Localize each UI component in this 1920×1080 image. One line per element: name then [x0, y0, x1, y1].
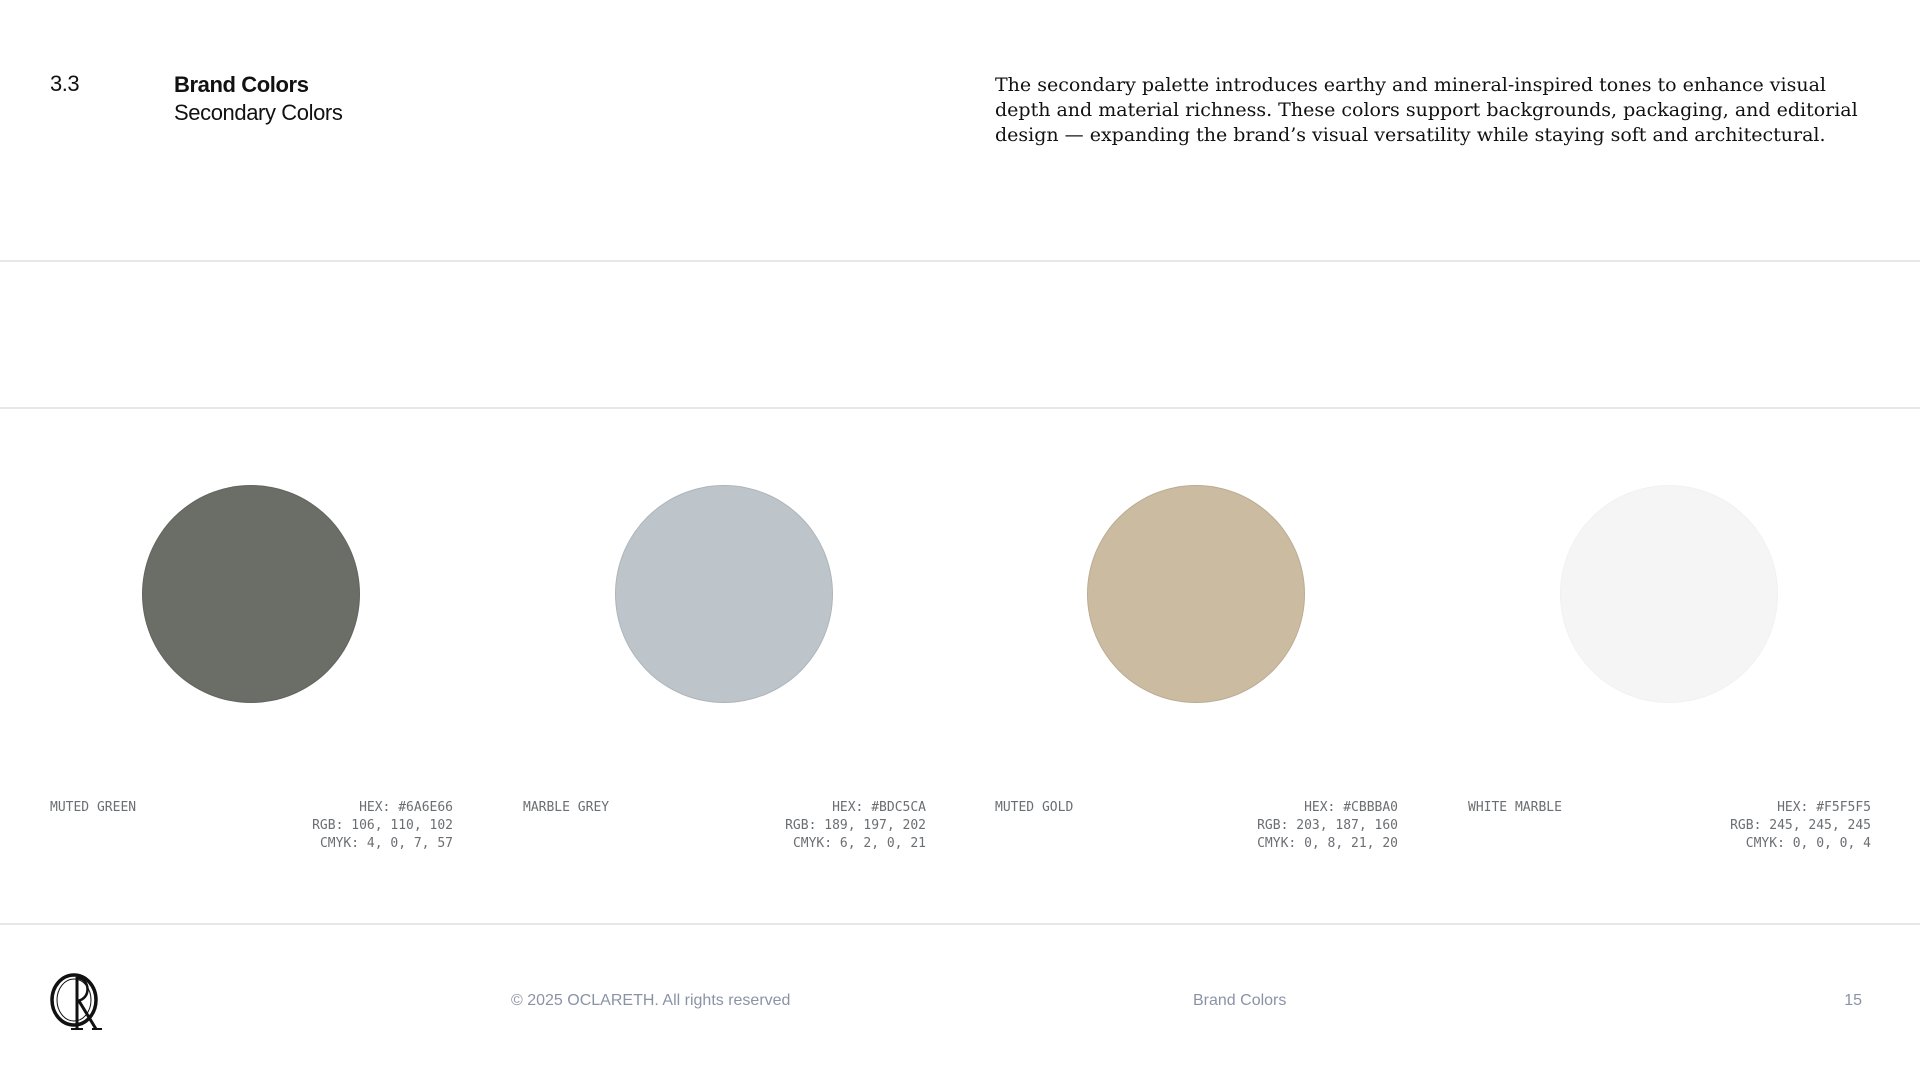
rgb-value: RGB: 245, 245, 245	[1730, 818, 1871, 833]
footer-section-name: Brand Colors	[1193, 992, 1287, 1009]
color-name: MUTED GOLD	[995, 800, 1074, 815]
color-name: WHITE MARBLE	[1468, 800, 1562, 815]
rgb-value: RGB: 106, 110, 102	[312, 818, 453, 833]
color-swatch-white-marble: WHITE MARBLE HEX: #F5F5F5 RGB: 245, 245,…	[1468, 485, 1871, 855]
color-circle	[615, 485, 833, 703]
color-codes: HEX: #F5F5F5 RGB: 245, 245, 245 CMYK: 0,…	[1730, 799, 1871, 853]
section-titles: Brand Colors Secondary Colors	[174, 71, 343, 127]
hex-value: HEX: #BDC5CA	[832, 800, 926, 815]
cmyk-value: CMYK: 4, 0, 7, 57	[319, 836, 453, 851]
color-circle	[142, 485, 360, 703]
page-number: 15	[1844, 992, 1862, 1009]
divider	[0, 407, 1920, 409]
cmyk-value: CMYK: 0, 8, 21, 20	[1257, 836, 1398, 851]
section-title: Brand Colors	[174, 72, 309, 97]
color-name: MUTED GREEN	[50, 800, 137, 815]
color-swatch-marble-grey: MARBLE GREY HEX: #BDC5CA RGB: 189, 197, …	[523, 485, 926, 855]
divider	[0, 923, 1920, 925]
color-swatch-muted-gold: MUTED GOLD HEX: #CBBBA0 RGB: 203, 187, 1…	[995, 485, 1398, 855]
color-circle	[1560, 485, 1778, 703]
intro-paragraph: The secondary palette introduces earthy …	[995, 74, 1858, 146]
color-codes: HEX: #6A6E66 RGB: 106, 110, 102 CMYK: 4,…	[312, 799, 453, 853]
color-codes: HEX: #BDC5CA RGB: 189, 197, 202 CMYK: 6,…	[785, 799, 926, 853]
divider	[0, 260, 1920, 262]
cmyk-value: CMYK: 0, 0, 0, 4	[1745, 836, 1871, 851]
footer-copyright: © 2025 OCLARETH. All rights reserved	[511, 992, 791, 1009]
cmyk-value: CMYK: 6, 2, 0, 21	[792, 836, 926, 851]
rgb-value: RGB: 189, 197, 202	[785, 818, 926, 833]
section-number: 3.3	[50, 71, 80, 96]
hex-value: HEX: #CBBBA0	[1304, 800, 1398, 815]
color-swatch-muted-green: MUTED GREEN HEX: #6A6E66 RGB: 106, 110, …	[50, 485, 453, 855]
hex-value: HEX: #6A6E66	[359, 800, 453, 815]
color-codes: HEX: #CBBBA0 RGB: 203, 187, 160 CMYK: 0,…	[1257, 799, 1398, 853]
color-circle	[1087, 485, 1305, 703]
rgb-value: RGB: 203, 187, 160	[1257, 818, 1398, 833]
oclareth-monogram-icon	[48, 971, 106, 1031]
hex-value: HEX: #F5F5F5	[1777, 800, 1871, 815]
color-name: MARBLE GREY	[523, 800, 610, 815]
section-subtitle: Secondary Colors	[174, 100, 343, 125]
